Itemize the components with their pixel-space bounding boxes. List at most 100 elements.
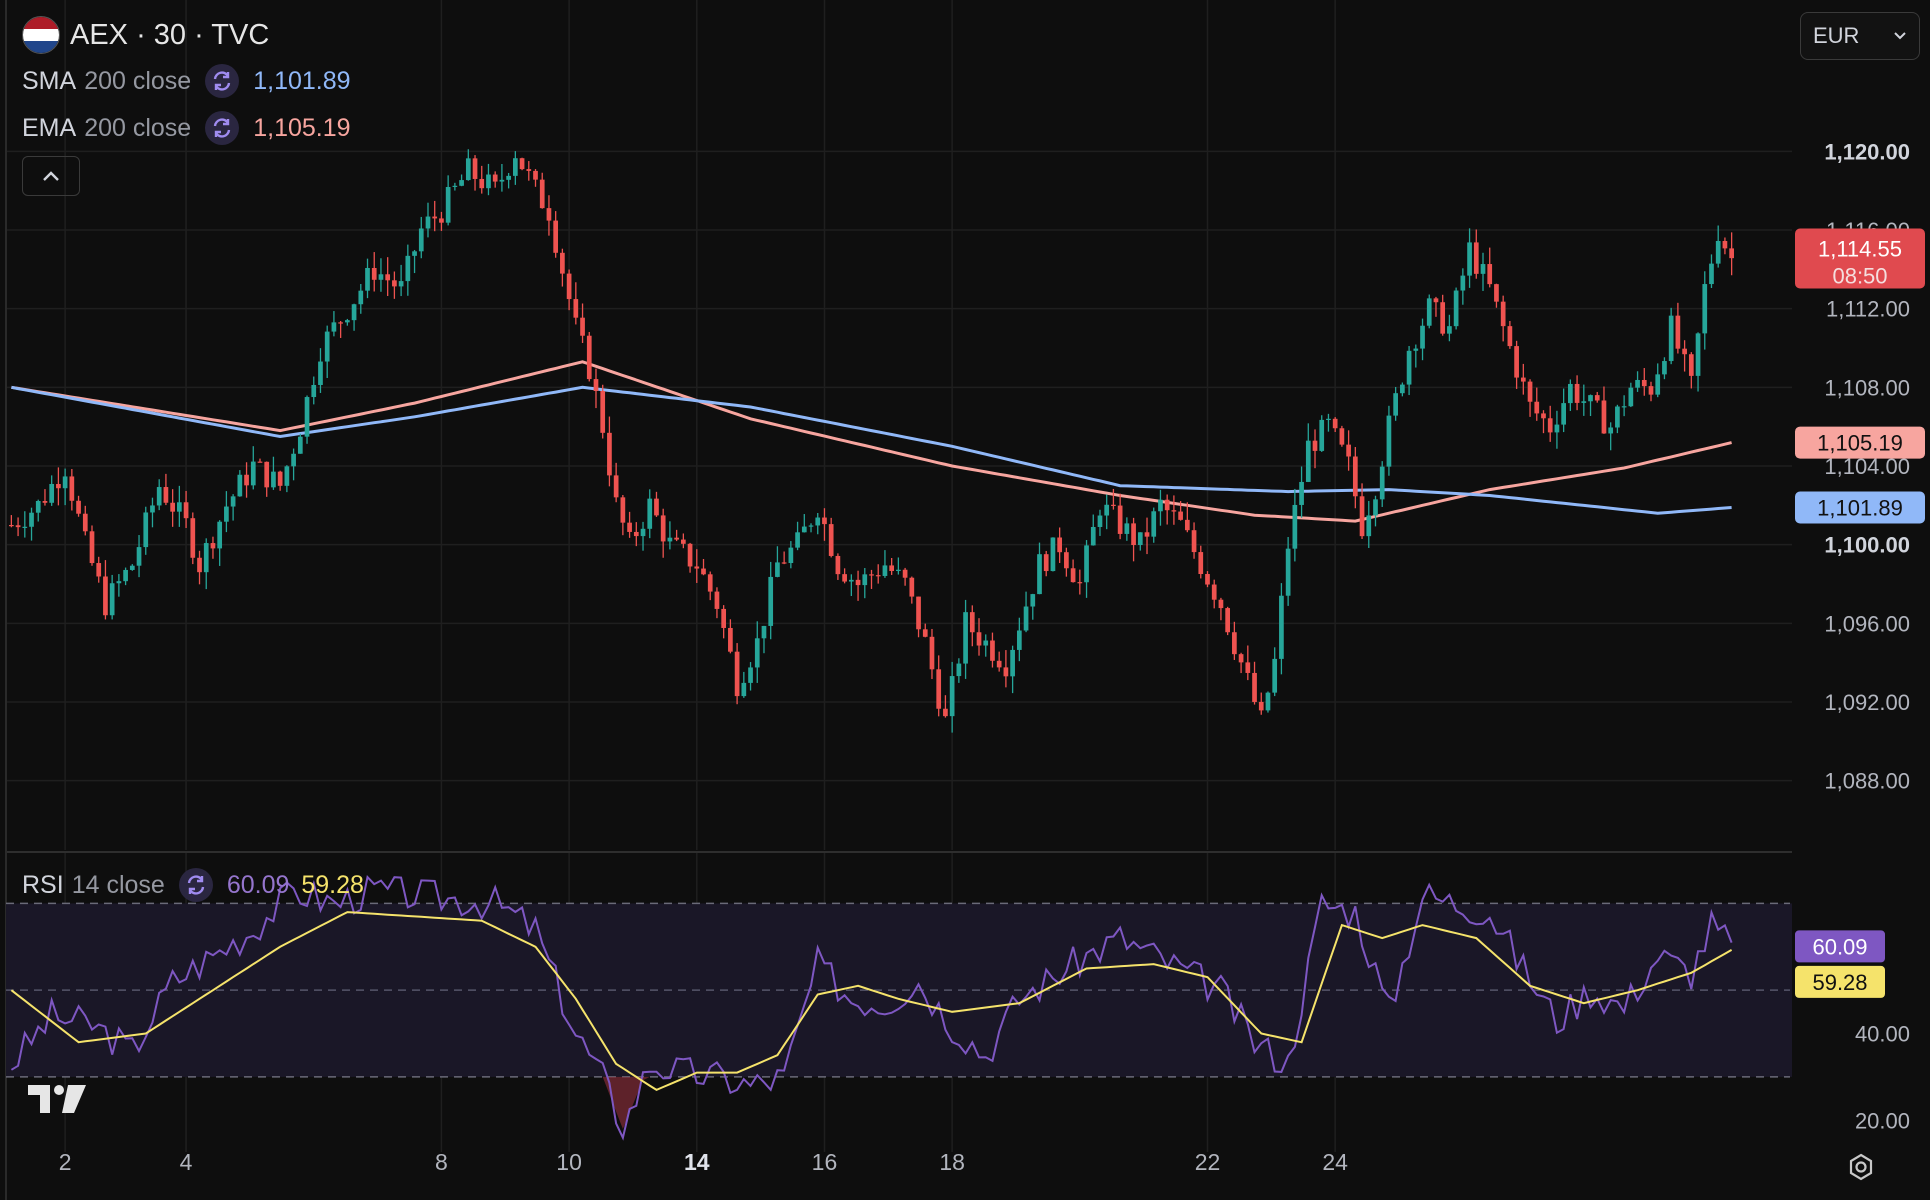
candle-body	[183, 502, 189, 519]
tradingview-logo-icon[interactable]	[28, 1082, 90, 1121]
candle-body	[1090, 526, 1096, 546]
candle-body	[1460, 275, 1466, 291]
candle-body	[519, 158, 525, 170]
candle-body	[177, 502, 182, 512]
candle-body	[156, 487, 162, 506]
rsi-ma-value-tag	[1795, 965, 1885, 998]
candle-body	[929, 636, 935, 670]
price-axis-label: 1,092.00	[1824, 690, 1910, 715]
candle-body	[1601, 400, 1607, 434]
candle-body	[257, 461, 263, 463]
candle-body	[526, 169, 532, 171]
candle-body	[754, 638, 760, 668]
candle-body	[459, 180, 464, 186]
candle-body	[600, 391, 606, 433]
candle-body	[250, 461, 256, 486]
price-axis-label: 1,088.00	[1824, 769, 1910, 794]
candle-body	[432, 216, 438, 219]
candle-body	[1379, 466, 1385, 500]
sma-200-line	[11, 385, 1732, 515]
ema-value: 1,105.19	[253, 113, 351, 142]
candle-body	[768, 576, 774, 626]
candle-body	[976, 632, 982, 646]
candle-body	[1010, 649, 1015, 677]
collapse-legend-button[interactable]	[22, 156, 80, 196]
price-axis-label: 1,096.00	[1824, 611, 1910, 636]
candle-body	[1158, 499, 1163, 512]
candle-body	[1205, 574, 1210, 585]
candle-body	[1682, 348, 1687, 355]
candle-body	[371, 267, 377, 280]
candle-body	[318, 361, 323, 385]
ema-legend[interactable]: EMA 200 close 1,105.19	[22, 111, 351, 145]
candle-body	[1406, 350, 1412, 385]
candle-body	[882, 565, 888, 576]
time-axis-label: 8	[435, 1149, 448, 1175]
candle-body	[889, 565, 895, 571]
candle-body	[29, 512, 34, 527]
candle-body	[1016, 630, 1022, 650]
candle-body	[781, 562, 787, 564]
candle-body	[1561, 403, 1566, 425]
candle-body	[949, 676, 955, 717]
candle-body	[452, 185, 458, 187]
candle-body	[1467, 242, 1472, 276]
candle-body	[398, 281, 404, 287]
candle-body	[828, 524, 834, 556]
candle-body	[1346, 444, 1351, 457]
candle-body	[1662, 361, 1667, 375]
candle-body	[775, 562, 780, 577]
candle-body	[1050, 537, 1056, 572]
candle-body	[512, 158, 518, 176]
candle-body	[855, 579, 861, 586]
candle-body	[1043, 554, 1049, 572]
currency-select[interactable]: EUR	[1800, 12, 1920, 60]
candle-body	[405, 255, 411, 282]
time-axis-label: 24	[1322, 1149, 1348, 1175]
candle-body	[1608, 427, 1614, 434]
candle-body	[439, 218, 444, 223]
candle-body	[1305, 440, 1311, 482]
candle-body	[1191, 530, 1197, 553]
rsi-value-tag-label: 60.09	[1812, 934, 1867, 959]
candle-body	[1265, 692, 1271, 711]
candle-body	[1695, 333, 1701, 376]
sma-legend[interactable]: SMA 200 close 1,101.89	[22, 64, 351, 98]
symbol-title[interactable]: AEX · 30 · TVC	[22, 16, 269, 54]
candle-body	[560, 252, 565, 274]
time-axis-label: 10	[556, 1149, 582, 1175]
refresh-icon[interactable]	[205, 64, 240, 98]
candle-body	[331, 322, 337, 332]
candle-body	[1655, 374, 1661, 395]
candle-body	[35, 500, 41, 513]
candle-body	[922, 629, 928, 637]
candle-body	[56, 484, 61, 489]
candle-body	[284, 466, 290, 486]
candle-body	[499, 179, 505, 182]
candle-body	[445, 186, 451, 223]
candle-body	[358, 290, 364, 305]
candle-body	[1292, 504, 1298, 549]
candle-body	[607, 432, 612, 476]
candle-body	[42, 500, 48, 503]
candle-body	[1507, 326, 1513, 347]
flag-stripe-white	[23, 29, 59, 41]
candle-body	[385, 274, 391, 281]
rsi-axis-label: 20.00	[1855, 1108, 1910, 1133]
refresh-icon[interactable]	[178, 868, 213, 902]
candle-body	[1144, 532, 1150, 537]
candle-body	[479, 178, 485, 189]
candle-body	[392, 280, 397, 287]
candle-body	[1668, 315, 1674, 362]
settings-icon[interactable]	[1846, 1152, 1876, 1187]
candle-body	[1440, 302, 1446, 334]
refresh-icon[interactable]	[205, 111, 240, 145]
candle-body	[351, 304, 357, 321]
candle-body	[862, 574, 868, 586]
candle-body	[1198, 552, 1204, 575]
candle-body	[875, 575, 881, 577]
price-axis-label: 1,120.00	[1824, 139, 1910, 164]
rsi-legend[interactable]: RSI 14 close 60.09 59.28	[22, 868, 364, 902]
candle-body	[969, 612, 975, 633]
